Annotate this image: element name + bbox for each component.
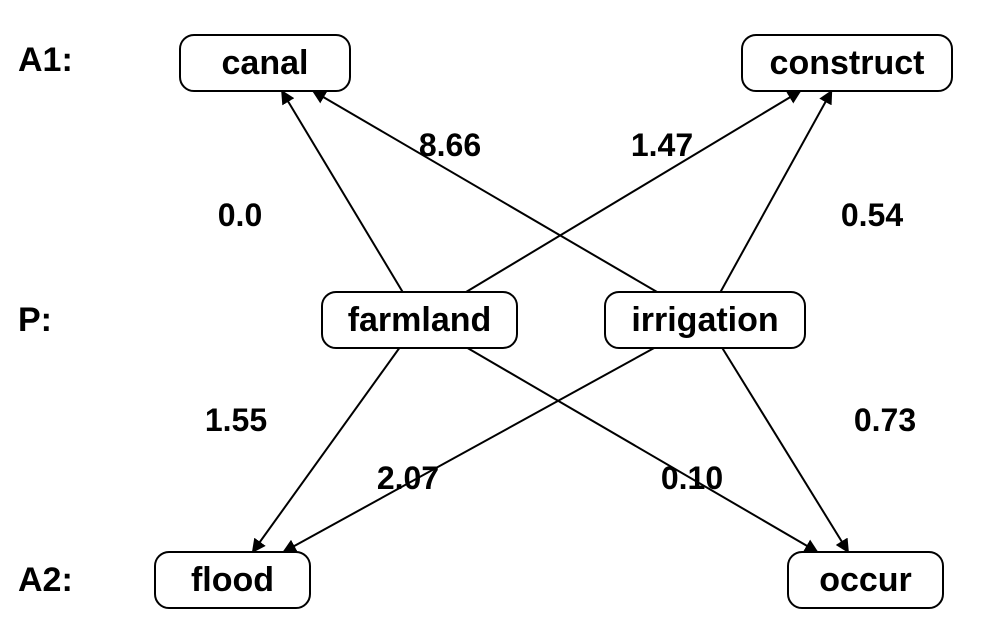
edge-irrigation-flood bbox=[283, 348, 654, 552]
node-irrigation: irrigation bbox=[605, 292, 805, 348]
edge-irrigation-occur bbox=[722, 348, 848, 552]
node-label-flood: flood bbox=[191, 561, 274, 599]
row-label-p: P: bbox=[18, 301, 52, 339]
edge-label-irrigation-canal: 8.66 bbox=[419, 127, 481, 163]
edge-label-farmland-canal: 0.0 bbox=[218, 197, 262, 233]
row-label-a2: A2: bbox=[18, 561, 73, 599]
node-label-canal: canal bbox=[222, 44, 309, 82]
edge-irrigation-construct bbox=[720, 91, 831, 292]
node-canal: canal bbox=[180, 35, 350, 91]
edge-farmland-flood bbox=[253, 348, 400, 552]
node-label-construct: construct bbox=[770, 44, 925, 82]
edge-labels-group: 0.0 8.66 1.47 0.54 1.55 2.07 0.10 0.73 bbox=[205, 127, 916, 496]
node-label-farmland: farmland bbox=[348, 301, 492, 339]
edge-label-irrigation-occur: 0.73 bbox=[854, 402, 916, 438]
edge-label-farmland-construct: 1.47 bbox=[631, 127, 693, 163]
edge-farmland-canal bbox=[282, 91, 403, 292]
node-occur: occur bbox=[788, 552, 943, 608]
diagram-canvas: A1: P: A2: canal construct farmland irrigat… bbox=[0, 0, 1000, 636]
edge-label-farmland-flood: 1.55 bbox=[205, 402, 267, 438]
node-label-occur: occur bbox=[819, 561, 912, 599]
node-label-irrigation: irrigation bbox=[631, 301, 778, 339]
edge-label-irrigation-flood: 2.07 bbox=[377, 460, 439, 496]
edge-label-irrigation-construct: 0.54 bbox=[841, 197, 903, 233]
node-flood: flood bbox=[155, 552, 310, 608]
row-label-a1: A1: bbox=[18, 41, 73, 79]
node-construct: construct bbox=[742, 35, 952, 91]
node-farmland: farmland bbox=[322, 292, 517, 348]
edge-farmland-occur bbox=[468, 348, 818, 552]
edge-farmland-construct bbox=[466, 91, 800, 292]
edge-irrigation-canal bbox=[313, 91, 657, 292]
edge-label-farmland-occur: 0.10 bbox=[661, 460, 723, 496]
